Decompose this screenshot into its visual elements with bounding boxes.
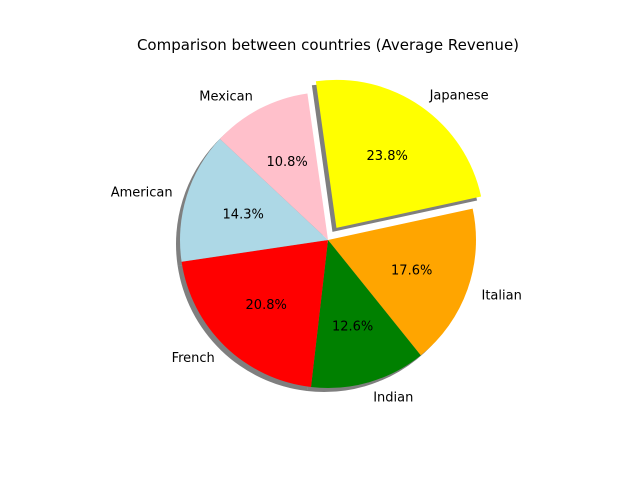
pie-labels: Japanese 23.8% Italian 17.6% Indian 12.6% Fren… [111,88,522,405]
slice-french [181,240,328,388]
percent-label-mexican: 10.8% [266,155,307,170]
percent-label-french: 20.8% [246,298,287,313]
category-label-japanese: Japanese [429,88,489,103]
category-label-italian: Italian [482,288,522,303]
percent-label-american: 14.3% [223,208,264,223]
category-label-american: American [111,186,173,201]
percent-label-italian: 17.6% [391,264,432,279]
slice-mexican [219,93,328,240]
category-label-french: French [172,351,215,366]
category-label-mexican: Mexican [199,90,253,105]
slice-indian [311,240,421,388]
chart-title: Comparison between countries (Average Re… [137,36,519,54]
pie-slices [180,79,482,388]
slice-japanese [315,79,482,228]
percent-label-indian: 12.6% [332,319,373,334]
category-label-indian: Indian [373,390,413,405]
percent-label-japanese: 23.8% [367,149,408,164]
slice-american [180,138,328,262]
slice-italian [328,208,476,356]
